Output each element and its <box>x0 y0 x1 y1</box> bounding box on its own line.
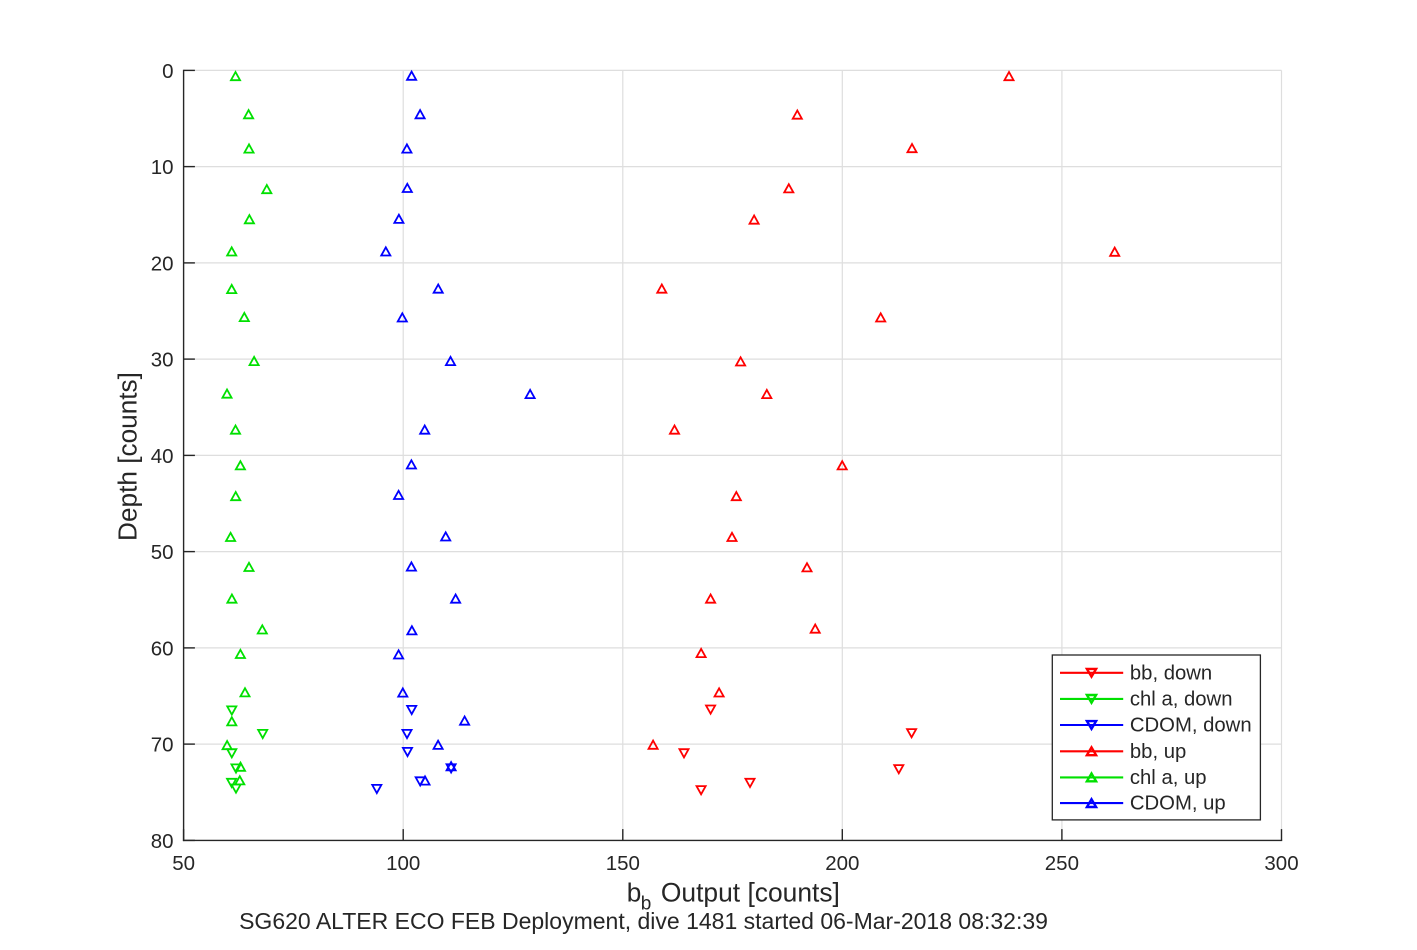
svg-text:200: 200 <box>825 852 859 875</box>
svg-text:SG620 ALTER ECO FEB Deployment: SG620 ALTER ECO FEB Deployment, dive 148… <box>239 908 1048 934</box>
svg-text:bb, up: bb, up <box>1130 741 1186 763</box>
svg-text:60: 60 <box>151 637 174 660</box>
svg-text:70: 70 <box>151 734 174 757</box>
svg-text:50: 50 <box>151 541 174 564</box>
svg-text:chl a, down: chl a, down <box>1130 688 1233 710</box>
svg-text:150: 150 <box>606 852 640 875</box>
svg-text:30: 30 <box>151 349 174 372</box>
svg-text:CDOM, up: CDOM, up <box>1130 793 1226 815</box>
svg-text:b: b <box>641 893 652 914</box>
svg-text:250: 250 <box>1045 852 1079 875</box>
svg-text:0: 0 <box>162 60 173 83</box>
svg-text:10: 10 <box>151 156 174 179</box>
svg-text:Output [counts]: Output [counts] <box>661 878 840 908</box>
svg-text:50: 50 <box>172 852 195 875</box>
svg-text:chl a, up: chl a, up <box>1130 767 1207 789</box>
svg-text:b: b <box>627 878 642 908</box>
svg-text:20: 20 <box>151 252 174 275</box>
svg-text:bb, down: bb, down <box>1130 662 1212 684</box>
svg-text:CDOM, down: CDOM, down <box>1130 715 1252 737</box>
svg-text:40: 40 <box>151 445 174 468</box>
svg-text:100: 100 <box>386 852 420 875</box>
svg-text:Depth [counts]: Depth [counts] <box>112 372 142 541</box>
svg-text:80: 80 <box>151 830 174 853</box>
svg-text:300: 300 <box>1264 852 1298 875</box>
